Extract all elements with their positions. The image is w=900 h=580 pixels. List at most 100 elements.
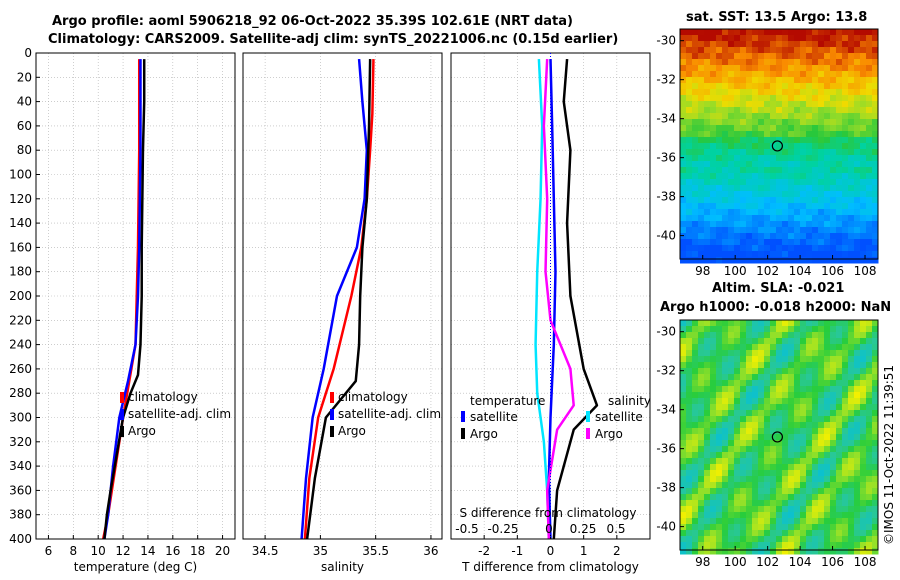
map-cell	[734, 101, 741, 108]
map-cell	[740, 518, 747, 525]
map-cell	[746, 71, 753, 78]
map-cell	[764, 392, 771, 399]
map-cell	[776, 482, 783, 489]
map-cell	[812, 542, 819, 549]
map-cell	[704, 440, 711, 447]
map-cell	[866, 239, 873, 246]
map-cell	[710, 191, 717, 198]
map-cell	[752, 350, 759, 357]
map-cell	[722, 215, 729, 222]
map-cell	[734, 113, 741, 120]
map-cell	[716, 149, 723, 156]
map-cell	[806, 185, 813, 192]
map-cell	[776, 320, 783, 327]
map-cell	[800, 422, 807, 429]
map-cell	[806, 221, 813, 228]
map-cell	[848, 209, 855, 216]
map-cell	[698, 488, 705, 495]
map-cell	[680, 251, 687, 258]
map-cell	[866, 440, 873, 447]
map-cell	[698, 77, 705, 84]
map-cell	[740, 386, 747, 393]
map-cell	[800, 458, 807, 465]
map-cell	[872, 65, 879, 72]
map-cell	[686, 476, 693, 483]
map-cell	[746, 494, 753, 501]
map-cell	[794, 107, 801, 114]
map-cell	[746, 344, 753, 351]
map-cell	[866, 326, 873, 333]
map-cell	[728, 71, 735, 78]
map-cell	[746, 155, 753, 162]
map-cell	[728, 83, 735, 90]
map-cell	[824, 530, 831, 537]
map-cell	[740, 404, 747, 411]
map-cell	[848, 416, 855, 423]
map-cell	[758, 338, 765, 345]
map-cell	[758, 446, 765, 453]
map-cell	[848, 518, 855, 525]
map-cell	[704, 338, 711, 345]
map-cell	[728, 344, 735, 351]
map-cell	[788, 542, 795, 549]
map-cell	[842, 326, 849, 333]
map-cell	[770, 458, 777, 465]
map-cell	[794, 95, 801, 102]
map-cell	[866, 149, 873, 156]
map-cell	[818, 29, 825, 36]
map-cell	[800, 35, 807, 42]
map-cell	[830, 77, 837, 84]
map-cell	[746, 542, 753, 549]
map-cell	[710, 65, 717, 72]
map-cell	[824, 161, 831, 168]
map-cell	[776, 203, 783, 210]
map-cell	[836, 488, 843, 495]
map-cell	[776, 47, 783, 54]
map-cell	[806, 125, 813, 132]
map-cell	[818, 65, 825, 72]
map-cell	[788, 356, 795, 363]
map-cell	[776, 446, 783, 453]
map-cell	[818, 167, 825, 174]
x-axis-label: temperature (deg C)	[74, 560, 197, 574]
map-cell	[722, 452, 729, 459]
map-cell	[728, 518, 735, 525]
map-cell	[860, 374, 867, 381]
map-cell	[752, 209, 759, 216]
map-cell	[818, 239, 825, 246]
map-cell	[680, 398, 687, 405]
map-cell	[800, 29, 807, 36]
map-cell	[704, 251, 711, 258]
map-cell	[836, 77, 843, 84]
map-cell	[830, 251, 837, 258]
map-cell	[704, 446, 711, 453]
map-cell	[782, 506, 789, 513]
map-cell	[692, 422, 699, 429]
map-cell	[716, 107, 723, 114]
map-cell	[776, 518, 783, 525]
map-cell	[728, 131, 735, 138]
map-cell	[722, 464, 729, 471]
map-cell	[812, 77, 819, 84]
map-cell	[848, 107, 855, 114]
legend-swatch	[120, 409, 124, 420]
map-cell	[758, 548, 765, 555]
map-cell	[818, 422, 825, 429]
map-cell	[872, 500, 879, 507]
map-cell	[740, 203, 747, 210]
map-cell	[872, 428, 879, 435]
map-cell	[812, 512, 819, 519]
map-cell	[734, 155, 741, 162]
map-cell	[806, 404, 813, 411]
map-cell	[746, 404, 753, 411]
map-cell	[704, 410, 711, 417]
map-cell	[770, 185, 777, 192]
map-cell	[710, 149, 717, 156]
map-cell	[836, 185, 843, 192]
map-cell	[848, 332, 855, 339]
map-cell	[836, 119, 843, 126]
map-cell	[758, 350, 765, 357]
map-cell	[680, 257, 687, 264]
map-cell	[752, 344, 759, 351]
map-cell	[812, 470, 819, 477]
